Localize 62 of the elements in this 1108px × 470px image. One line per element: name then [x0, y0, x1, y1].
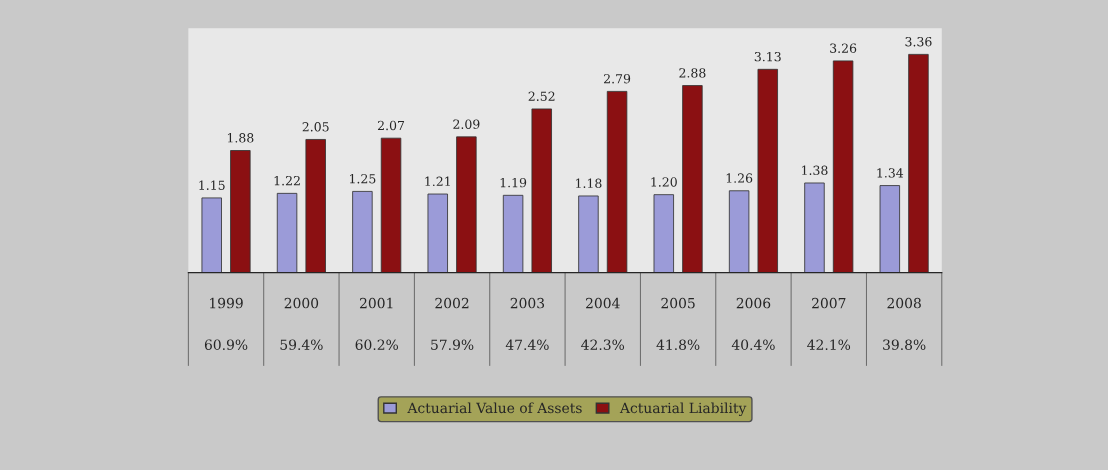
- x-tick-label: 2005: [661, 297, 695, 309]
- data-label: 2.79: [604, 73, 631, 84]
- bar: [531, 108, 552, 273]
- bar: [804, 182, 825, 273]
- bar: [305, 139, 326, 273]
- bar: [578, 195, 599, 273]
- data-label: 3.36: [905, 36, 932, 47]
- data-label: 2.05: [302, 122, 329, 132]
- data-label: 1.22: [274, 175, 300, 186]
- text: 42.1%: [807, 339, 851, 350]
- x-tick-label: 2000: [284, 297, 319, 309]
- text: 57.9%: [431, 339, 474, 350]
- data-label: 3.26: [830, 43, 857, 53]
- data-label: 1.38: [802, 165, 828, 175]
- bar: [653, 194, 674, 273]
- data-label: 2.07: [377, 120, 405, 131]
- data-label: 1.88: [227, 133, 254, 143]
- bar: [728, 190, 750, 273]
- x-tick-label: 2002: [435, 297, 469, 309]
- x-tick-label: 1999: [210, 297, 243, 309]
- bar: [606, 90, 628, 273]
- data-label: 3.13: [754, 51, 781, 62]
- bar: [879, 185, 901, 273]
- data-label: 1.18: [576, 178, 602, 188]
- text: 40.4%: [731, 339, 775, 350]
- data-label: 1.15: [199, 180, 225, 190]
- data-label: 1.26: [726, 173, 753, 183]
- data-label: 1.21: [425, 176, 450, 187]
- bar: [682, 85, 703, 273]
- bar: [230, 150, 251, 273]
- x-tick-label: 2003: [510, 297, 545, 309]
- legend-label: Actuarial Value of Assets: [407, 402, 582, 414]
- data-label: 1.20: [651, 177, 677, 187]
- text: 60.2%: [355, 339, 399, 350]
- data-label: 1.34: [877, 168, 904, 178]
- text: 47.4%: [505, 339, 549, 350]
- text: 42.3%: [581, 339, 625, 350]
- data-label: 2.88: [679, 68, 706, 78]
- x-tick-label: 2004: [586, 297, 620, 309]
- bar: [201, 197, 222, 273]
- x-tick-label: 2007: [812, 297, 846, 309]
- data-label: 1.25: [350, 173, 376, 184]
- bar: [908, 53, 929, 273]
- text: 39.8%: [883, 339, 926, 350]
- bar: [757, 68, 778, 273]
- legend-label: Actuarial Liability: [619, 402, 747, 417]
- bar: [832, 60, 854, 273]
- x-tick-label: 2008: [887, 297, 921, 309]
- bar: [276, 192, 298, 273]
- text: 60.9%: [204, 339, 248, 350]
- bar: [380, 137, 402, 273]
- bar: [456, 136, 477, 273]
- text: 59.4%: [280, 339, 323, 350]
- data-label: 2.52: [528, 91, 555, 101]
- text: 41.8%: [656, 339, 700, 350]
- x-tick-label: 2001: [359, 297, 393, 309]
- data-label: 1.19: [500, 177, 527, 188]
- data-label: 2.09: [453, 119, 480, 129]
- bar: [352, 191, 373, 273]
- bar: [427, 193, 448, 273]
- x-tick-label: 2006: [736, 297, 771, 309]
- bar: [502, 194, 524, 273]
